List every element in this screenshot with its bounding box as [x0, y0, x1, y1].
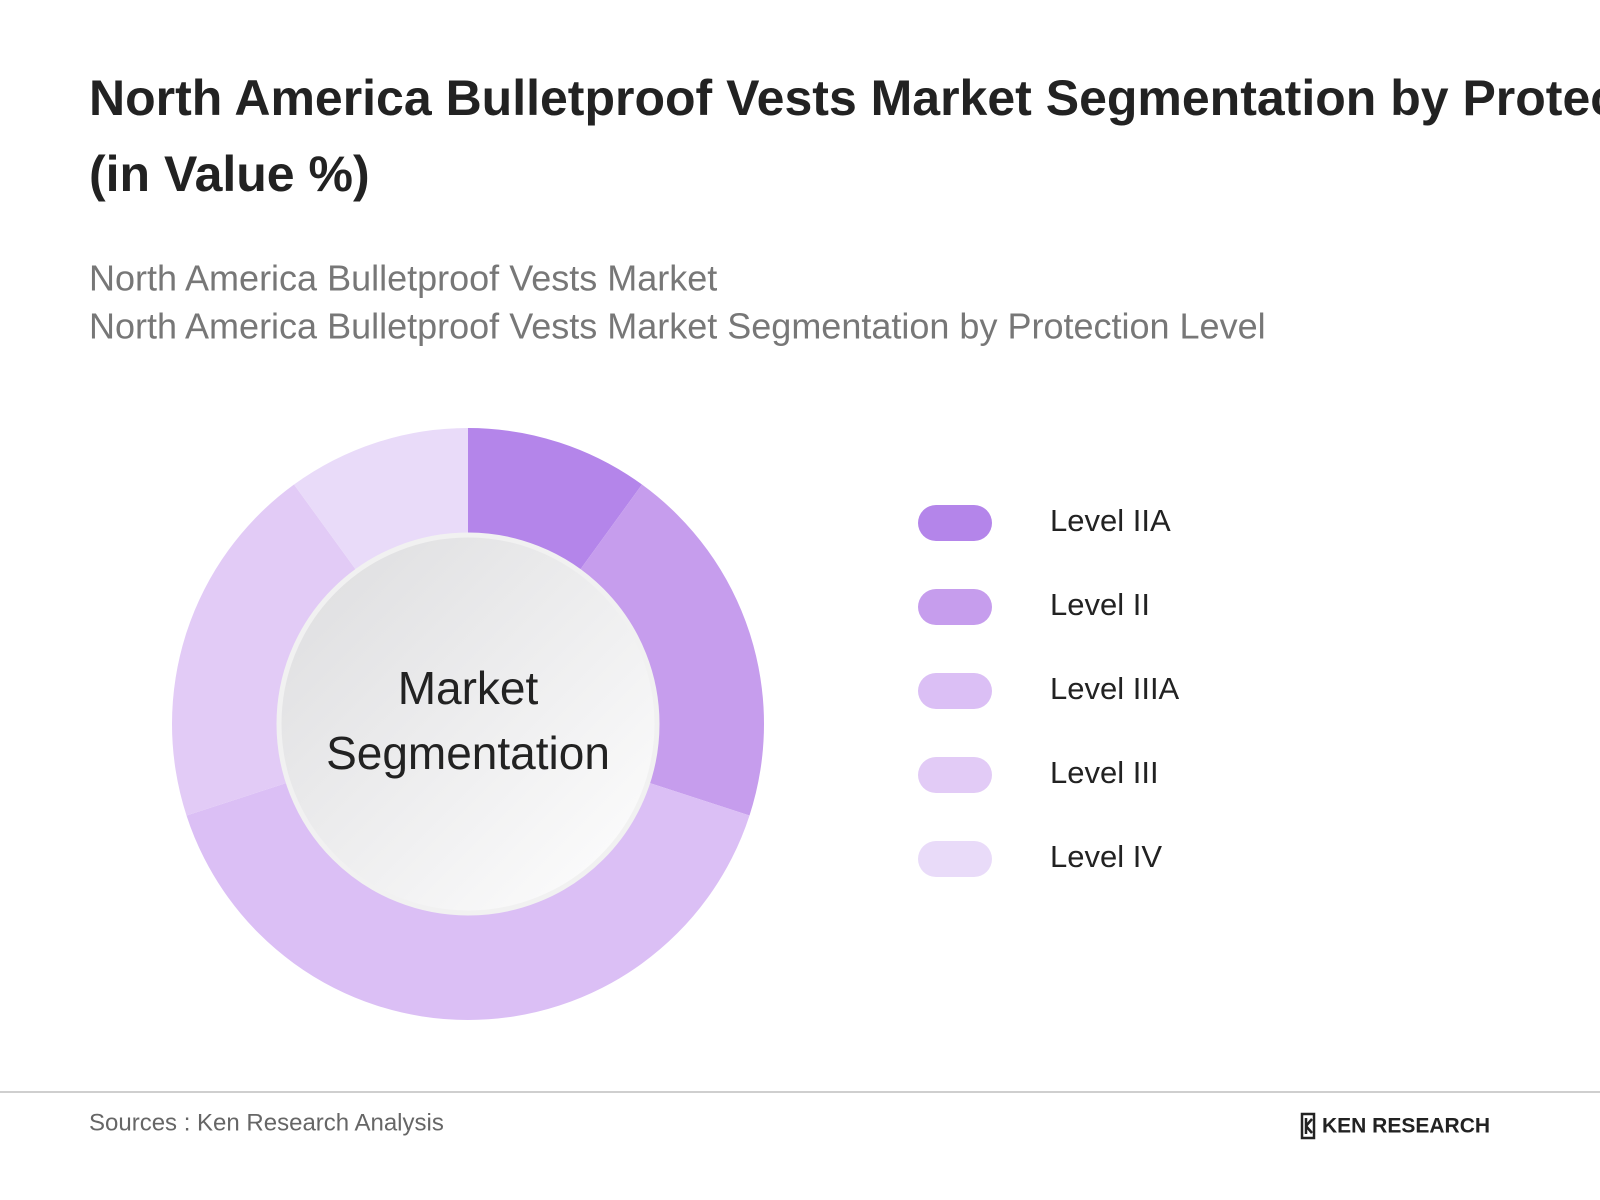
title-line: North America Bulletproof Vests Market S…: [89, 70, 1600, 126]
legend-label: Level III: [1050, 755, 1159, 790]
logo-text: KEN RESEARCH: [1322, 1115, 1490, 1138]
donut-slice: [468, 428, 642, 572]
source: Sources : Ken Research Analysis: [89, 1109, 444, 1136]
header: North America Bulletproof Vests Market S…: [89, 70, 1600, 346]
legend-swatch: [918, 673, 992, 709]
legend-label: Level IIIA: [1050, 671, 1180, 706]
center-label: Market: [398, 662, 539, 714]
center-label: Segmentation: [326, 727, 610, 779]
legend: Level IIA Level II Level IIIA Level III Leve…: [918, 503, 1180, 877]
logo: KEN RESEARCH: [1300, 1112, 1490, 1140]
subtitle: North America Bulletproof Vests Market: [89, 258, 717, 299]
legend-label: Level II: [1050, 587, 1150, 622]
donut-slice: [579, 484, 764, 816]
logo-icon: [1300, 1112, 1316, 1140]
donut-slice: [186, 782, 750, 1021]
legend-swatch: [918, 505, 992, 541]
legend-label: Level IIA: [1050, 503, 1171, 538]
center-hole: [276, 532, 660, 916]
donut-slice: [294, 428, 468, 572]
legend-swatch: [918, 841, 992, 877]
donut-chart: Market Segmentation: [172, 428, 764, 1021]
chart-title: North America Bulletproof Vests Market S…: [89, 70, 1600, 202]
donut-slice: [172, 484, 357, 816]
title-line: (in Value %): [89, 146, 370, 202]
legend-swatch: [918, 757, 992, 793]
legend-swatch: [918, 589, 992, 625]
legend-label: Level IV: [1050, 839, 1162, 874]
subtitle: North America Bulletproof Vests Market S…: [89, 306, 1266, 347]
